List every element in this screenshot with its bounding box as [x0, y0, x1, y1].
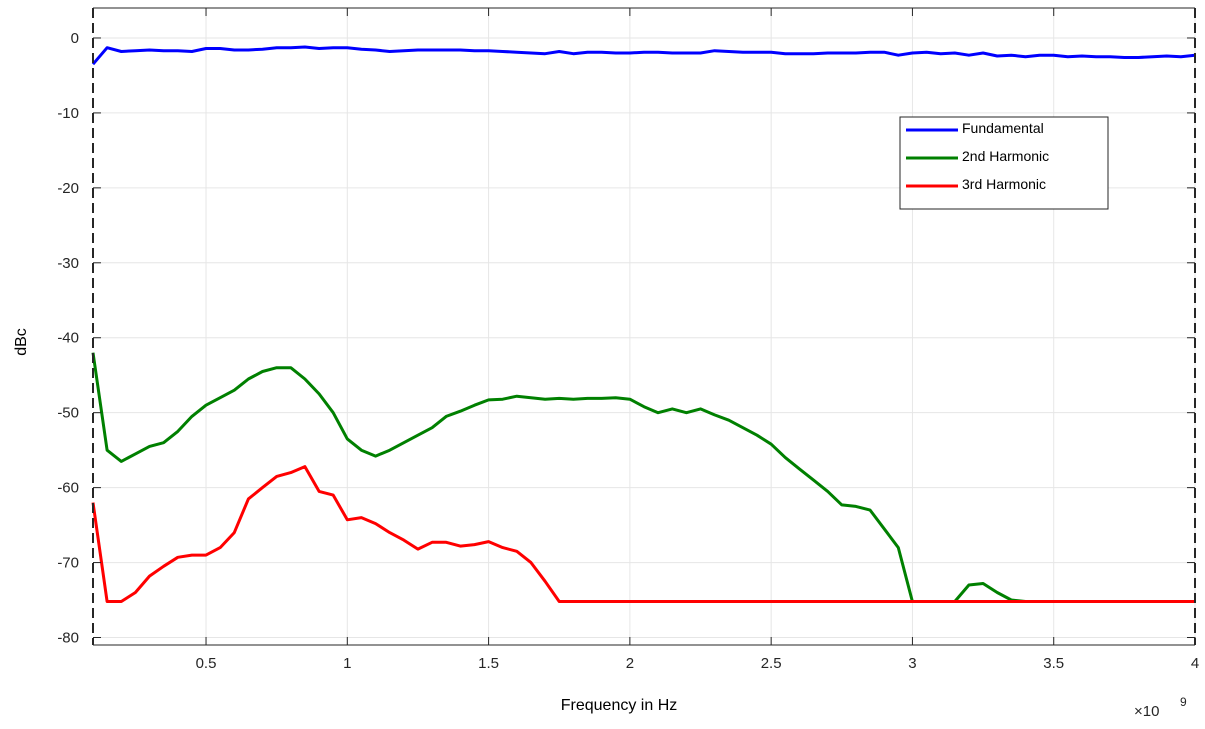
series-line-3rd-harmonic: [91, 465, 1195, 603]
y-tick-label: -20: [57, 180, 79, 197]
y-tick-label: -30: [57, 255, 79, 272]
series-line-2nd-harmonic: [91, 352, 1195, 603]
series-line-fundamental: [91, 45, 1196, 66]
legend: Fundamental 2nd Harmonic 3rd Harmonic: [899, 116, 1109, 210]
x-tick-label: 1: [343, 655, 351, 672]
y-tick-label: -50: [57, 405, 79, 422]
x-tick-label: 0.5: [196, 655, 217, 672]
y-axis-label: dBc: [13, 328, 30, 356]
x-tick-label: 3: [908, 655, 916, 672]
y-tick-label: -10: [57, 105, 79, 122]
y-tick-label: -40: [57, 330, 79, 347]
y-tick-label: -70: [57, 555, 79, 572]
x-tick-label: 4: [1191, 655, 1199, 672]
y-tick-label: -60: [57, 480, 79, 497]
x-exponent-power: 9: [1180, 695, 1187, 709]
x-tick-label: 3.5: [1043, 655, 1064, 672]
tick-labels: 0.5 1 1.5 2 2.5 3 3.5 4 0 -10 -20 -30 -40 -50 -60 -70 -8…: [57, 30, 1199, 672]
x-tick-label: 2: [626, 655, 634, 672]
x-tick-label: 2.5: [761, 655, 782, 672]
y-tick-label: -80: [57, 630, 79, 647]
legend-label-2nd-harmonic: 2nd Harmonic: [962, 148, 1049, 164]
legend-box: [899, 116, 1109, 210]
legend-label-fundamental: Fundamental: [962, 120, 1044, 136]
y-tick-label: 0: [71, 30, 79, 47]
series-lines: [91, 45, 1196, 603]
axes-frame: [92, 7, 1196, 646]
x-exponent-base: ×10: [1134, 703, 1159, 720]
x-axis-label: Frequency in Hz: [561, 697, 678, 714]
legend-label-3rd-harmonic: 3rd Harmonic: [962, 176, 1046, 192]
x-tick-label: 1.5: [478, 655, 499, 672]
grid-lines: [93, 8, 1196, 645]
